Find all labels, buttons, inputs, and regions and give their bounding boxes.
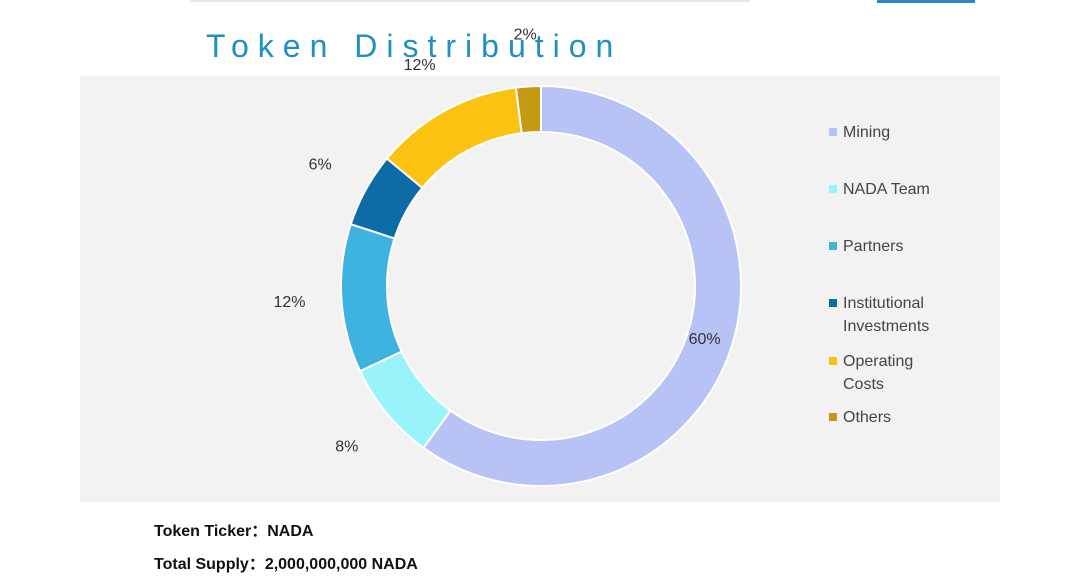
legend-item-institutional-investments: Institutional Investments — [829, 295, 929, 335]
top-accent-bar — [877, 0, 975, 3]
total-supply-label: Total Supply：2,000,000,000 NADA — [154, 556, 418, 573]
slice-partners — [340, 222, 403, 373]
token-ticker-label: Token Ticker：NADA — [154, 523, 314, 540]
legend-label-others: Others — [843, 409, 891, 426]
legend-item-partners: Partners — [829, 238, 903, 255]
data-label-operating-costs: 12% — [404, 57, 436, 74]
top-divider-line — [190, 0, 750, 2]
chart-slices — [340, 84, 742, 487]
legend-label-mining: Mining — [843, 124, 890, 141]
legend-item-operating-costs: Operating Costs — [829, 353, 913, 393]
legend-item-mining: Mining — [829, 124, 890, 141]
page-title: Token Distribution — [206, 28, 623, 64]
data-label-nada-team: 8% — [335, 439, 358, 456]
slice-operating-costs — [385, 86, 523, 190]
data-label-partners: 12% — [273, 294, 305, 311]
data-label-mining: 60% — [689, 331, 721, 348]
chart-data-labels: 60% 8% 12% 6% 12% 2% — [273, 26, 720, 455]
slice-mining — [422, 84, 742, 487]
legend-label-nada-team: NADA Team — [843, 181, 930, 198]
legend-label-partners: Partners — [843, 238, 903, 255]
chart-panel — [80, 76, 1000, 502]
slice-others — [514, 84, 542, 135]
chart-legend: Mining NADA Team Partners Institutional Inve… — [829, 124, 930, 426]
legend-swatch-institutional-investments — [829, 299, 837, 307]
legend-item-others: Others — [829, 409, 891, 426]
data-label-others: 2% — [514, 26, 537, 43]
legend-swatch-nada-team — [829, 185, 837, 193]
legend-label-operating-costs: Operating Costs — [843, 353, 913, 393]
legend-swatch-partners — [829, 242, 837, 250]
legend-swatch-others — [829, 413, 837, 421]
legend-label-institutional-investments: Institutional Investments — [843, 295, 929, 335]
legend-item-nada-team: NADA Team — [829, 181, 930, 198]
legend-swatch-operating-costs — [829, 357, 837, 365]
legend-swatch-mining — [829, 128, 837, 136]
data-label-institutional-investments: 6% — [309, 157, 332, 174]
